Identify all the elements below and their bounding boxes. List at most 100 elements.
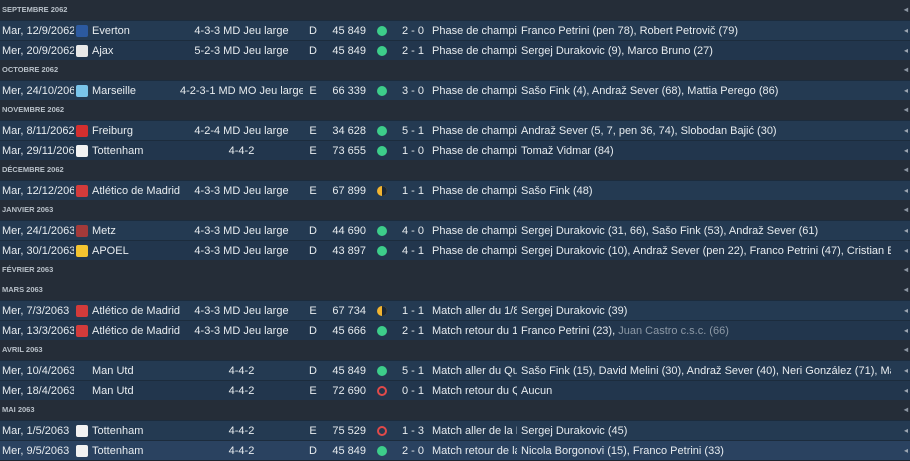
expand-arrow-icon[interactable]: ◂ bbox=[903, 345, 908, 354]
competition[interactable]: Phase de champio… bbox=[432, 245, 517, 257]
expand-arrow-icon[interactable]: ◂ bbox=[903, 306, 908, 315]
match-date[interactable]: Mer, 24/10/2062 bbox=[2, 85, 74, 97]
expand-arrow-icon[interactable]: ◂ bbox=[903, 126, 908, 135]
match-row[interactable]: Mer, 10/4/2063 Man Utd 4-4-2 D 45 849 5 - 1 Ma… bbox=[0, 360, 910, 380]
match-row[interactable]: Mer, 20/9/2062 Ajax 5-2-3 MD Jeu large D 45 … bbox=[0, 40, 910, 60]
match-row[interactable]: Mar, 30/1/2063 APOEL 4-3-3 MD Jeu large D 43… bbox=[0, 240, 910, 260]
match-row[interactable]: Mar, 1/5/2063 Tottenham 4-4-2 E 75 529 1 - 3 M… bbox=[0, 420, 910, 440]
expand-arrow-icon[interactable]: ◂ bbox=[903, 426, 908, 435]
competition[interactable]: Match aller de la D… bbox=[432, 425, 517, 437]
match-date[interactable]: Mer, 24/1/2063 bbox=[2, 225, 74, 237]
match-row[interactable]: Mer, 18/4/2063 Man Utd 4-4-2 E 72 690 0 - 1 Ma… bbox=[0, 380, 910, 400]
match-date[interactable]: Mar, 29/11/2062 bbox=[2, 145, 74, 157]
competition[interactable]: Phase de champio… bbox=[432, 185, 517, 197]
score-link[interactable]: 1 - 1 bbox=[401, 185, 424, 197]
scorers-text: Franco Petrini (pen 78), Robert Petrovič… bbox=[521, 25, 739, 37]
match-row[interactable]: Mar, 13/3/2063 Atlético de Madrid 4-3-3 MD… bbox=[0, 320, 910, 340]
opponent-link[interactable]: Freiburg bbox=[92, 125, 133, 137]
expand-arrow-icon[interactable]: ◂ bbox=[903, 105, 908, 114]
competition[interactable]: Phase de champio… bbox=[432, 85, 517, 97]
opponent-link[interactable]: Everton bbox=[92, 25, 130, 37]
match-row[interactable]: Mer, 9/5/2063 Tottenham 4-4-2 D 45 849 2 - 0 M… bbox=[0, 440, 910, 460]
competition[interactable]: Match retour de la… bbox=[432, 445, 517, 457]
expand-arrow-icon[interactable]: ◂ bbox=[903, 246, 908, 255]
competition[interactable]: Phase de champio… bbox=[432, 25, 517, 37]
opponent-link[interactable]: Metz bbox=[92, 225, 116, 237]
expand-arrow-icon[interactable]: ◂ bbox=[903, 65, 908, 74]
expand-arrow-icon[interactable]: ◂ bbox=[903, 326, 908, 335]
opponent-link[interactable]: Marseille bbox=[92, 85, 137, 97]
score-link[interactable]: 5 - 1 bbox=[401, 365, 424, 377]
competition[interactable]: Match retour du 1/… bbox=[432, 325, 517, 337]
score-link[interactable]: 0 - 1 bbox=[401, 385, 424, 397]
opponent-link[interactable]: Atlético de Madrid bbox=[92, 325, 181, 337]
opponent-link[interactable]: Man Utd bbox=[92, 365, 134, 377]
score-link[interactable]: 2 - 1 bbox=[401, 325, 424, 337]
opponent-link[interactable]: Tottenham bbox=[92, 425, 144, 437]
expand-arrow-icon[interactable]: ◂ bbox=[903, 186, 908, 195]
expand-arrow-icon[interactable]: ◂ bbox=[903, 386, 908, 395]
match-date[interactable]: Mar, 30/1/2063 bbox=[2, 245, 74, 257]
match-date[interactable]: Mer, 20/9/2062 bbox=[2, 45, 74, 57]
expand-arrow-icon[interactable]: ◂ bbox=[903, 285, 908, 294]
opponent-link[interactable]: Man Utd bbox=[92, 385, 134, 397]
score-link[interactable]: 4 - 0 bbox=[401, 225, 424, 237]
expand-arrow-icon[interactable]: ◂ bbox=[903, 205, 908, 214]
match-date[interactable]: Mer, 7/3/2063 bbox=[2, 305, 70, 317]
match-date[interactable]: Mar, 12/9/2062 bbox=[2, 25, 74, 37]
match-row[interactable]: Mar, 8/11/2062 Freiburg 4-2-4 MD Jeu large… bbox=[0, 120, 910, 140]
score-link[interactable]: 2 - 0 bbox=[401, 25, 424, 37]
match-date[interactable]: Mar, 13/3/2063 bbox=[2, 325, 74, 337]
match-date[interactable]: Mar, 1/5/2063 bbox=[2, 425, 70, 437]
expand-arrow-icon[interactable]: ◂ bbox=[903, 405, 908, 414]
club-crest-icon bbox=[76, 225, 88, 237]
expand-arrow-icon[interactable]: ◂ bbox=[903, 446, 908, 455]
competition[interactable]: Match aller du Qu… bbox=[432, 365, 517, 377]
scorers-text: Sašo Fink (4), Andraž Sever (68), Mattia… bbox=[521, 85, 779, 97]
score-link[interactable]: 2 - 0 bbox=[401, 445, 424, 457]
expand-arrow-icon[interactable]: ◂ bbox=[903, 366, 908, 375]
expand-arrow-icon[interactable]: ◂ bbox=[903, 46, 908, 55]
score-link[interactable]: 3 - 0 bbox=[401, 85, 424, 97]
scorers-text: Sergej Durakovic (10), Andraž Sever (pen… bbox=[521, 245, 891, 257]
match-row[interactable]: Mer, 24/1/2063 Metz 4-3-3 MD Jeu large D 44 … bbox=[0, 220, 910, 240]
club-crest-icon bbox=[76, 25, 88, 37]
opponent-link[interactable]: Ajax bbox=[92, 45, 114, 57]
opponent-link[interactable]: Tottenham bbox=[92, 445, 144, 457]
match-date[interactable]: Mer, 18/4/2063 bbox=[2, 385, 74, 397]
match-row[interactable]: Mar, 12/12/2062 Atlético de Madrid 4-3-3 M… bbox=[0, 180, 910, 200]
attendance: 34 628 bbox=[332, 125, 366, 137]
match-row[interactable]: Mer, 24/10/2062 Marseille 4-2-3-1 MD MO Je… bbox=[0, 80, 910, 100]
expand-arrow-icon[interactable]: ◂ bbox=[903, 265, 908, 274]
match-row[interactable]: Mar, 29/11/2062 Tottenham 4-4-2 E 73 655 1 - … bbox=[0, 140, 910, 160]
score-link[interactable]: 5 - 1 bbox=[401, 125, 424, 137]
opponent-link[interactable]: Tottenham bbox=[92, 145, 144, 157]
opponent-link[interactable]: Atlético de Madrid bbox=[92, 305, 181, 317]
opponent-link[interactable]: APOEL bbox=[92, 245, 129, 257]
score-link[interactable]: 1 - 0 bbox=[401, 145, 424, 157]
score-link[interactable]: 4 - 1 bbox=[401, 245, 424, 257]
match-row[interactable]: Mar, 12/9/2062 Everton 4-3-3 MD Jeu large D… bbox=[0, 20, 910, 40]
expand-arrow-icon[interactable]: ◂ bbox=[903, 5, 908, 14]
expand-arrow-icon[interactable]: ◂ bbox=[903, 226, 908, 235]
competition[interactable]: Match aller du 1/8… bbox=[432, 305, 517, 317]
competition[interactable]: Match retour du Q… bbox=[432, 385, 517, 397]
expand-arrow-icon[interactable]: ◂ bbox=[903, 26, 908, 35]
match-date[interactable]: Mer, 10/4/2063 bbox=[2, 365, 74, 377]
opponent-link[interactable]: Atlético de Madrid bbox=[92, 185, 181, 197]
formation: 4-3-3 MD Jeu large bbox=[194, 185, 289, 197]
competition[interactable]: Phase de champio… bbox=[432, 145, 517, 157]
match-date[interactable]: Mer, 9/5/2063 bbox=[2, 445, 70, 457]
competition[interactable]: Phase de champio… bbox=[432, 225, 517, 237]
match-row[interactable]: Mer, 7/3/2063 Atlético de Madrid 4-3-3 MD … bbox=[0, 300, 910, 320]
match-date[interactable]: Mar, 8/11/2062 bbox=[2, 125, 74, 137]
score-link[interactable]: 1 - 3 bbox=[401, 425, 424, 437]
expand-arrow-icon[interactable]: ◂ bbox=[903, 165, 908, 174]
score-link[interactable]: 2 - 1 bbox=[401, 45, 424, 57]
competition[interactable]: Phase de champio… bbox=[432, 125, 517, 137]
match-date[interactable]: Mar, 12/12/2062 bbox=[2, 185, 74, 197]
score-link[interactable]: 1 - 1 bbox=[401, 305, 424, 317]
competition[interactable]: Phase de champio… bbox=[432, 45, 517, 57]
expand-arrow-icon[interactable]: ◂ bbox=[903, 86, 908, 95]
expand-arrow-icon[interactable]: ◂ bbox=[903, 146, 908, 155]
